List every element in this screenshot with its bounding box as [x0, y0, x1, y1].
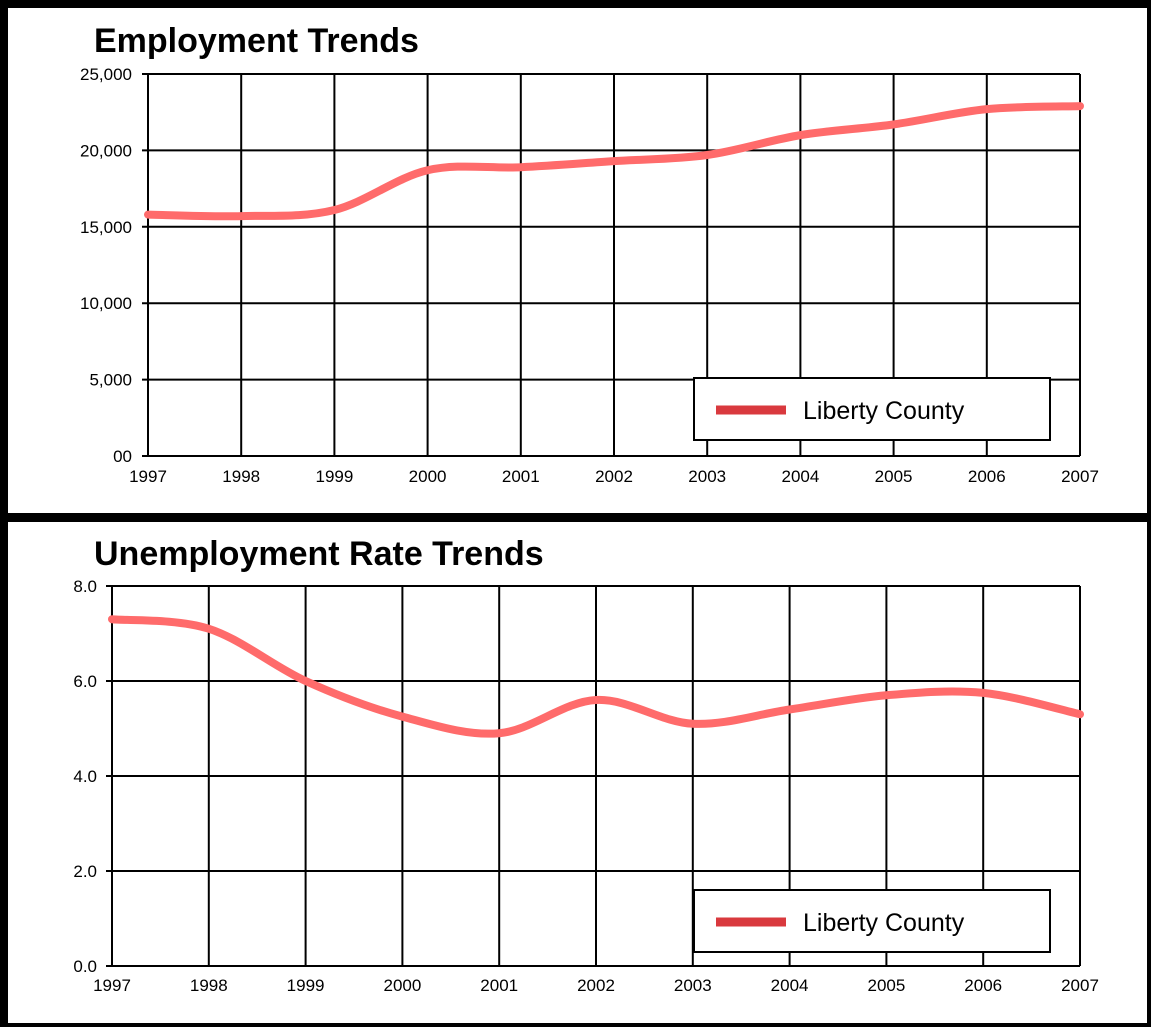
data-point: [237, 212, 245, 220]
data-point: [205, 625, 213, 633]
data-point: [330, 206, 338, 214]
data-point: [610, 157, 618, 165]
x-tick-label: 2003: [674, 976, 712, 995]
data-point: [890, 120, 898, 128]
x-tick-label: 2004: [781, 467, 819, 486]
y-tick-label: 8.0: [73, 577, 97, 596]
y-axis: 0.0 2.0 4.0 6.0 8.0: [73, 577, 97, 976]
x-axis: 1997 1998 1999 2000 2001 2002 2003 2004 2005 2006…: [93, 976, 1099, 995]
y-tick-label: 0.0: [73, 957, 97, 976]
employment-chart-panel: Employment Trends 00 5,000 10,000 15,000 20,…: [8, 8, 1147, 513]
x-tick-label: 1998: [190, 976, 228, 995]
x-tick-label: 1999: [287, 976, 325, 995]
data-point: [302, 677, 310, 685]
data-point: [495, 729, 503, 737]
y-tick-label: 15,000: [80, 218, 132, 237]
y-tick-label: 20,000: [80, 141, 132, 160]
data-point: [689, 720, 697, 728]
x-tick-label: 2006: [964, 976, 1002, 995]
y-tick-label: 4.0: [73, 767, 97, 786]
x-tick-label: 1999: [315, 467, 353, 486]
y-tick-label: 10,000: [80, 294, 132, 313]
legend: Liberty County: [693, 377, 1051, 441]
data-point: [703, 151, 711, 159]
unemployment-chart-panel: Unemployment Rate Trends 0.0 2.0 4.0 6.0 8.0…: [8, 522, 1147, 1023]
chart-title: Unemployment Rate Trends: [94, 535, 544, 573]
x-tick-label: 2005: [867, 976, 905, 995]
x-tick-label: 2007: [1061, 467, 1099, 486]
x-tick-label: 2002: [595, 467, 633, 486]
data-point: [1076, 102, 1084, 110]
series-layer: [144, 102, 1084, 221]
data-point: [786, 706, 794, 713]
employment-chart: Employment Trends 00 5,000 10,000 15,000 20,…: [80, 22, 1099, 486]
data-point: [882, 691, 890, 699]
y-tick-label: 00: [113, 447, 132, 466]
data-point: [144, 211, 152, 219]
x-tick-label: 2003: [688, 467, 726, 486]
x-tick-label: 2004: [771, 976, 809, 995]
x-tick-label: 2007: [1061, 976, 1099, 995]
data-point: [398, 713, 406, 721]
x-tick-label: 2002: [577, 976, 615, 995]
data-point: [108, 615, 116, 623]
data-point: [592, 696, 600, 704]
x-tick-label: 1997: [93, 976, 131, 995]
legend: Liberty County: [693, 889, 1051, 953]
x-tick-label: 1998: [222, 467, 260, 486]
chart-title: Employment Trends: [94, 22, 419, 60]
series-layer: [108, 615, 1084, 738]
y-tick-label: 6.0: [73, 672, 97, 691]
x-tick-label: 2000: [383, 976, 421, 995]
x-tick-label: 2000: [409, 467, 447, 486]
data-point: [979, 689, 987, 697]
data-point: [517, 163, 525, 171]
data-point: [424, 166, 432, 174]
x-axis: 1997 1998 1999 2000 2001 2002 2003 2004 2005 2006…: [129, 467, 1099, 486]
y-tick-label: 2.0: [73, 862, 97, 881]
y-tick-label: 5,000: [89, 371, 132, 390]
x-tick-label: 1997: [129, 467, 167, 486]
unemployment-chart: Unemployment Rate Trends 0.0 2.0 4.0 6.0 8.0…: [73, 535, 1099, 995]
data-point: [796, 131, 804, 139]
x-tick-label: 2001: [502, 467, 540, 486]
x-tick-label: 2005: [875, 467, 913, 486]
legend-label: Liberty County: [803, 909, 965, 937]
data-point: [983, 105, 991, 113]
legend-label: Liberty County: [803, 397, 965, 425]
x-tick-label: 2001: [480, 976, 518, 995]
y-axis: 00 5,000 10,000 15,000 20,000 25,000: [80, 65, 132, 466]
y-tick-label: 25,000: [80, 65, 132, 84]
data-point: [1076, 710, 1084, 718]
x-tick-label: 2006: [968, 467, 1006, 486]
